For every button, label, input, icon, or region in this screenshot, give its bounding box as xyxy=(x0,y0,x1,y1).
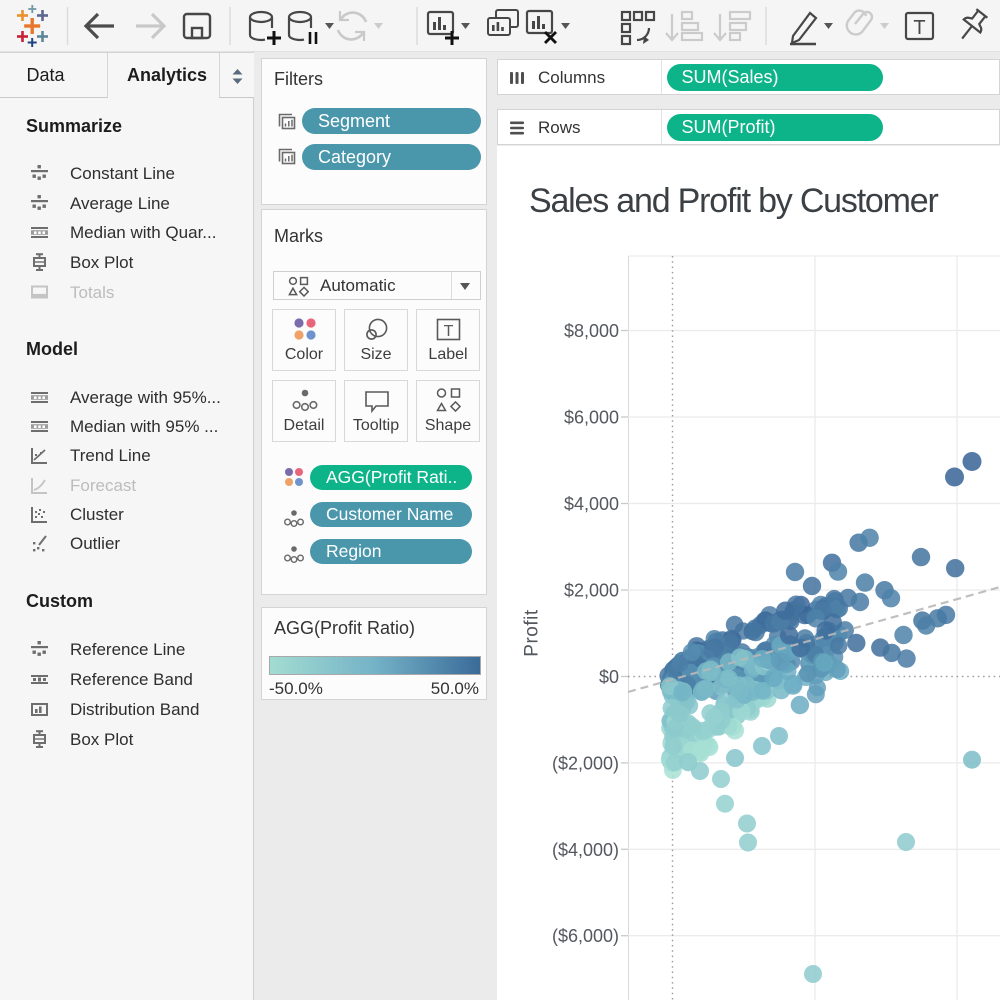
svg-text:Profit: Profit xyxy=(522,609,543,657)
svg-text:($2,000): ($2,000) xyxy=(552,753,619,773)
svg-text:$8,000: $8,000 xyxy=(564,321,619,341)
svg-text:($4,000): ($4,000) xyxy=(552,840,619,860)
svg-text:$4,000: $4,000 xyxy=(564,494,619,514)
svg-text:$2,000: $2,000 xyxy=(564,581,619,601)
svg-text:$0: $0 xyxy=(599,667,619,687)
svg-text:T: T xyxy=(913,17,925,39)
svg-text:($6,000): ($6,000) xyxy=(552,926,619,946)
svg-text:$6,000: $6,000 xyxy=(564,408,619,428)
svg-text:T: T xyxy=(444,323,454,340)
